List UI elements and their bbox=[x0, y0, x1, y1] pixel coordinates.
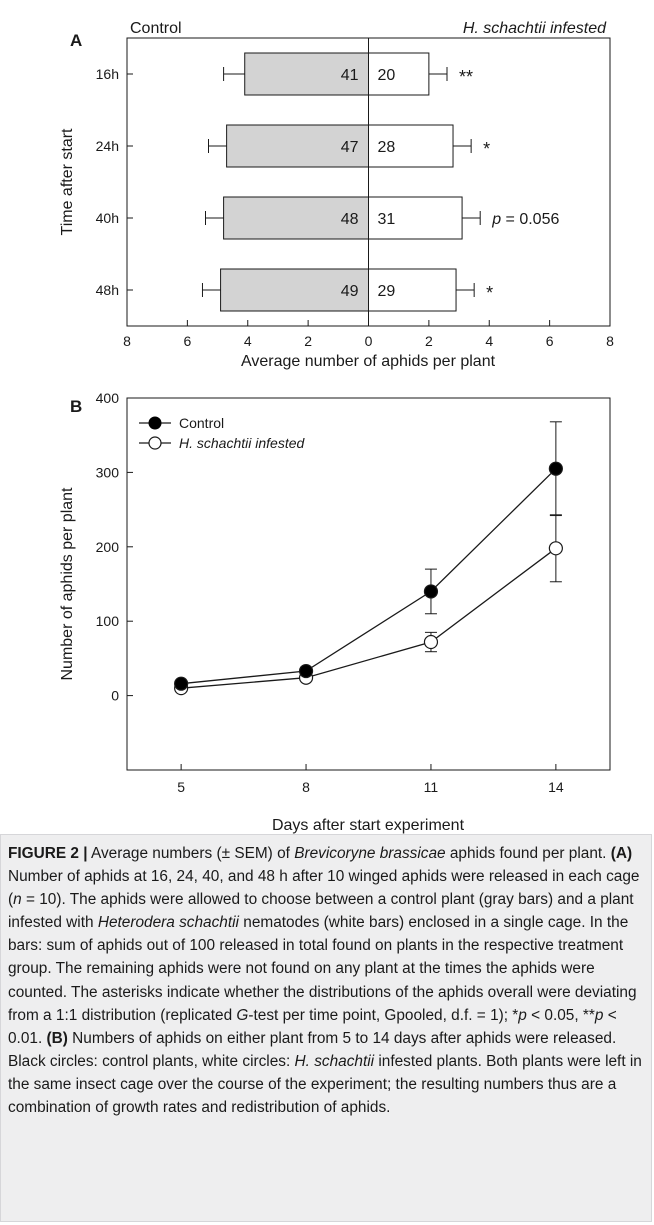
panel-b-x-tick-label: 14 bbox=[548, 779, 564, 795]
infested-data-point bbox=[423, 634, 439, 650]
panel-b-y-tick-label: 400 bbox=[96, 390, 120, 406]
panel-b-y-tick-label: 300 bbox=[96, 464, 120, 480]
caption-text-3: Number of aphids at 16, 24, 40, and 48 h… bbox=[8, 868, 640, 909]
panel-b-x-axis-label: Days after start experiment bbox=[272, 817, 465, 834]
panel-b-y-tick-label: 100 bbox=[96, 613, 120, 629]
caption-text-10: infested plants. Both plants were left i… bbox=[8, 1052, 642, 1117]
panel-b-y-tick-label: 200 bbox=[96, 539, 120, 555]
panel-b-legend: Control H. schachtii infested bbox=[139, 415, 305, 451]
panel-a-x-tick-label: 8 bbox=[606, 333, 614, 349]
panel-b-label: B bbox=[70, 397, 82, 416]
legend-control-label: Control bbox=[179, 415, 224, 431]
panel-b-line-chart: B Number of aphids per plant Days after … bbox=[59, 390, 611, 834]
caption-text-2: aphids found per plant. bbox=[445, 845, 611, 862]
figure-caption: FIGURE 2 | Average numbers (± SEM) of Br… bbox=[8, 842, 646, 1119]
infested-bar bbox=[368, 124, 454, 168]
caption-text-7: < 0.05, ** bbox=[526, 1006, 595, 1024]
caption-species: Brevicoryne brassicae bbox=[294, 845, 446, 862]
panel-a-x-tick-label: 6 bbox=[546, 333, 554, 349]
panel-a-y-axis-label: Time after start bbox=[59, 128, 76, 236]
control-bar-label: 48 bbox=[341, 211, 359, 228]
panel-a-right-title: H. schachtii infested bbox=[463, 20, 607, 37]
panel-a-x-tick-label: 2 bbox=[304, 333, 312, 349]
significance-annotation: * bbox=[486, 283, 493, 303]
infested-bar-label: 31 bbox=[378, 211, 396, 228]
panel-a-y-tick-label: 24h bbox=[96, 138, 119, 154]
panel-a-label: A bbox=[70, 31, 82, 50]
panel-a-x-tick-label: 4 bbox=[485, 333, 493, 349]
panel-a-bar-chart: A Control H. schachtii infested Time aft… bbox=[59, 20, 614, 370]
significance-annotation: p = 0.056 bbox=[491, 211, 559, 228]
panel-b-x-tick-label: 5 bbox=[177, 779, 185, 795]
control-bar bbox=[223, 196, 369, 240]
panel-b-y-tick-label: 0 bbox=[111, 688, 119, 704]
panel-a-x-tick-label: 4 bbox=[244, 333, 252, 349]
panel-a-x-tick-label: 2 bbox=[425, 333, 433, 349]
caption-text-4: = 10). The aphids were allowed to choose… bbox=[8, 891, 634, 932]
legend-control-marker bbox=[148, 416, 162, 430]
significance-annotation: * bbox=[483, 139, 490, 159]
panel-a-x-tick-label: 8 bbox=[123, 333, 131, 349]
infested-series-line bbox=[181, 547, 557, 689]
panel-a-x-tick-label: 6 bbox=[183, 333, 191, 349]
infested-bar bbox=[368, 268, 457, 312]
control-bar bbox=[226, 124, 369, 168]
control-bar-label: 41 bbox=[341, 67, 359, 84]
caption-box bbox=[0, 834, 652, 1222]
panel-b-x-tick-label: 11 bbox=[424, 779, 439, 795]
panel-a-x-tick-label: 0 bbox=[365, 333, 373, 349]
panel-a-y-tick-label: 48h bbox=[96, 282, 119, 298]
caption-n-symbol: n bbox=[13, 891, 22, 909]
caption-p2: p bbox=[594, 1006, 604, 1024]
control-bar-label: 49 bbox=[341, 283, 359, 300]
infested-data-point bbox=[548, 541, 563, 556]
caption-text-5: nematodes (white bars) enclosed in a sin… bbox=[8, 914, 637, 1024]
caption-figure-label: FIGURE 2 | bbox=[8, 845, 88, 862]
control-series-line bbox=[181, 468, 557, 685]
caption-text-6: -test per time point, Gpooled, d.f. = 1)… bbox=[248, 1006, 519, 1024]
control-bar bbox=[220, 268, 369, 312]
infested-bar bbox=[368, 196, 463, 240]
caption-text-9: Numbers of aphids on either plant from 5… bbox=[8, 1029, 617, 1070]
caption-p1: p bbox=[518, 1006, 527, 1024]
control-data-point bbox=[423, 584, 439, 599]
infested-bar-label: 28 bbox=[378, 139, 396, 156]
caption-text-1: Average numbers (± SEM) of bbox=[87, 845, 295, 862]
control-data-point bbox=[174, 676, 189, 691]
control-data-point bbox=[298, 663, 314, 679]
caption-short-name: H. schachtii bbox=[294, 1052, 375, 1070]
panel-a-y-tick-label: 40h bbox=[96, 210, 119, 226]
caption-g-symbol: G bbox=[236, 1006, 249, 1024]
panel-a-left-title: Control bbox=[130, 20, 182, 37]
legend-infested-label: H. schachtii infested bbox=[179, 435, 305, 451]
caption-label-b: (B) bbox=[46, 1029, 68, 1047]
panel-a-x-axis-label: Average number of aphids per plant bbox=[241, 353, 496, 370]
significance-annotation: ** bbox=[459, 67, 473, 87]
panel-b-x-tick-label: 8 bbox=[302, 779, 310, 795]
caption-label-a: (A) bbox=[610, 845, 633, 862]
infested-bar-label: 20 bbox=[378, 67, 396, 84]
infested-bar-label: 29 bbox=[378, 283, 396, 300]
control-data-point bbox=[548, 461, 563, 476]
panel-b-plot-frame bbox=[126, 397, 611, 771]
caption-nematode: Heterodera schachtii bbox=[97, 914, 239, 932]
panel-b-y-axis-label: Number of aphids per plant bbox=[59, 487, 76, 681]
caption-text-8: < 0.01. bbox=[8, 1006, 617, 1047]
panel-a-y-tick-label: 16h bbox=[96, 66, 119, 82]
control-bar-label: 47 bbox=[341, 139, 359, 156]
legend-infested-marker bbox=[148, 436, 162, 450]
